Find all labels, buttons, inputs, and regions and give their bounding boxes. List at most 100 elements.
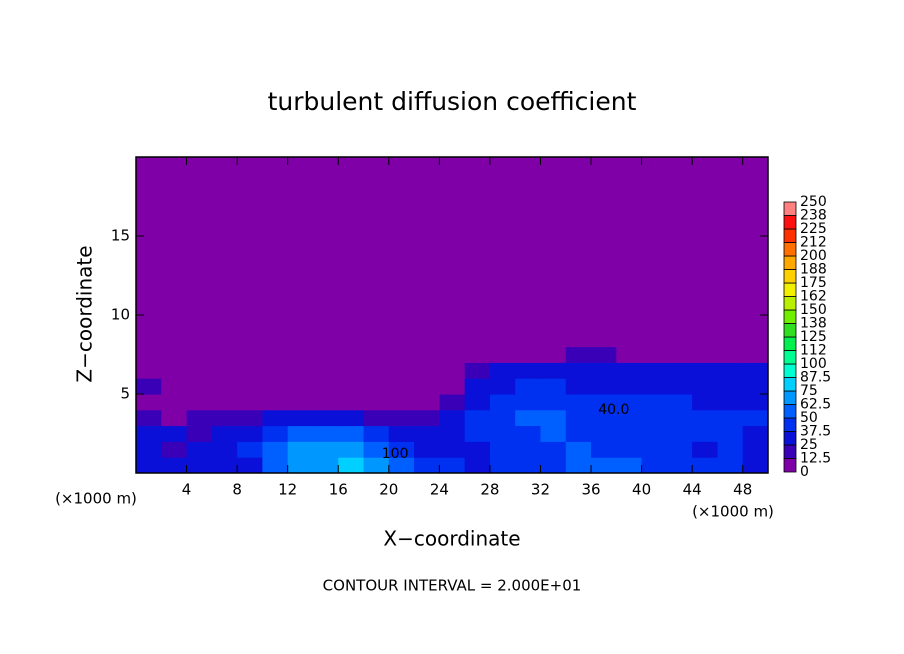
cell: [262, 394, 289, 411]
cell: [742, 409, 769, 427]
cell: [186, 457, 213, 474]
colorbar-label: 188: [800, 262, 827, 278]
cell: [312, 457, 339, 474]
cell: [515, 378, 541, 395]
cell: [161, 157, 188, 348]
cell: [262, 346, 289, 363]
cell: [489, 362, 516, 379]
x-tick-label: 8: [232, 481, 242, 499]
cell: [616, 457, 643, 474]
x-tick-label: 20: [379, 481, 398, 499]
cell: [414, 394, 440, 411]
cell: [136, 378, 162, 395]
cell: [211, 425, 238, 442]
cell: [237, 346, 263, 363]
colorbar-label: 250: [800, 194, 827, 210]
cell: [388, 394, 415, 411]
cell: [464, 378, 491, 395]
cell: [287, 362, 314, 379]
cell: [186, 157, 213, 348]
cell: [489, 346, 516, 363]
colorbar-swatch: [783, 417, 797, 432]
cell: [565, 425, 592, 442]
chart-title: turbulent diffusion coefficient: [268, 87, 637, 116]
cell: [262, 409, 289, 427]
colorbar-swatch: [783, 215, 797, 230]
cell: [161, 441, 188, 458]
cell: [211, 441, 238, 458]
colorbar-label: 200: [800, 248, 827, 264]
cell: [666, 409, 693, 427]
cell: [464, 394, 491, 411]
cell: [312, 394, 339, 411]
cell: [540, 378, 567, 395]
colorbar-swatch: [783, 269, 797, 284]
cell: [641, 157, 668, 348]
colorbar-swatch: [783, 404, 797, 419]
cell: [464, 346, 491, 363]
colorbar-label: 0: [800, 464, 809, 480]
cell: [287, 457, 314, 474]
cell: [666, 346, 693, 363]
cell: [565, 457, 592, 474]
cell: [388, 441, 415, 458]
cell: [641, 441, 668, 458]
cell: [186, 425, 213, 442]
cell: [237, 157, 263, 348]
cell: [692, 362, 718, 379]
cell: [287, 157, 314, 348]
colorbar-swatch: [783, 228, 797, 243]
cell: [641, 394, 668, 411]
cell: [338, 409, 365, 427]
cell: [515, 362, 541, 379]
colorbar-label: 150: [800, 302, 827, 318]
colorbar-label: 37.5: [800, 424, 831, 440]
cell: [464, 409, 491, 427]
cell: [666, 157, 693, 348]
cell: [439, 346, 466, 363]
cell: [363, 409, 390, 427]
cell: [666, 441, 693, 458]
cell: [312, 409, 339, 427]
cell: [262, 362, 289, 379]
cell: [666, 394, 693, 411]
cell: [363, 346, 390, 363]
cell: [641, 346, 668, 363]
cell: [237, 425, 263, 442]
cell: [262, 457, 289, 474]
cell: [692, 457, 718, 474]
colorbar-swatch: [783, 363, 797, 378]
colorbar-label: 50: [800, 410, 818, 426]
cell: [717, 425, 744, 442]
cell: [414, 362, 440, 379]
cell: [186, 346, 213, 363]
colorbar-swatch: [783, 242, 797, 257]
x-tick-label: 28: [480, 481, 499, 499]
cell: [565, 441, 592, 458]
cell: [161, 394, 188, 411]
colorbar-label: 238: [800, 208, 827, 224]
x-tick-label: 36: [581, 481, 600, 499]
cell: [742, 378, 769, 395]
cell: [692, 441, 718, 458]
cell: [439, 409, 466, 427]
cell: [591, 441, 617, 458]
cell: [363, 441, 390, 458]
cell: [287, 394, 314, 411]
axes: [135, 156, 769, 474]
cell: [540, 441, 567, 458]
cell: [136, 362, 162, 379]
cell: [161, 378, 188, 395]
cell: [237, 378, 263, 395]
cell: [237, 362, 263, 379]
cell: [414, 457, 440, 474]
cell: [591, 362, 617, 379]
cell: [312, 346, 339, 363]
cell: [591, 425, 617, 442]
cell: [515, 157, 541, 348]
cell: [388, 425, 415, 442]
cell: [186, 441, 213, 458]
cell: [565, 346, 592, 363]
cell: [161, 409, 188, 427]
